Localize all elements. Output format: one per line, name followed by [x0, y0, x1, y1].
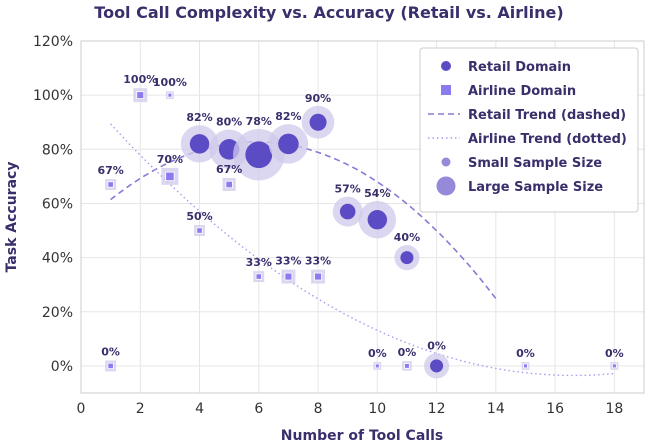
retail-point-label: 78%	[246, 115, 272, 128]
retail-trend-line	[110, 141, 497, 299]
y-tick-label: 80%	[42, 142, 73, 158]
airline-point	[136, 91, 145, 100]
airline-point-label: 0%	[398, 346, 417, 359]
legend-label: Large Sample Size	[468, 180, 603, 195]
airline-point-label: 33%	[305, 255, 331, 268]
plot-frame	[80, 40, 645, 394]
airline-point	[374, 363, 380, 369]
retail-point	[430, 359, 444, 373]
airline-point-label: 67%	[216, 163, 242, 176]
x-tick-label: 8	[314, 401, 323, 417]
retail-point	[339, 203, 356, 220]
y-tick-label: 20%	[42, 305, 73, 321]
x-axis-label: Number of Tool Calls	[281, 428, 443, 444]
airline-point	[314, 272, 322, 281]
x-tick-label: 18	[605, 401, 623, 417]
airline-point-label: 50%	[186, 210, 212, 223]
y-axis-label: Task Accuracy	[4, 162, 20, 273]
x-tick-label: 14	[487, 401, 505, 417]
airline-trend-line	[110, 123, 615, 377]
legend-label: Small Sample Size	[468, 156, 602, 171]
x-tick-label: 12	[428, 401, 446, 417]
retail-point-label: 82%	[186, 111, 212, 124]
legend-airline-marker	[441, 85, 451, 95]
airline-point	[404, 363, 410, 369]
x-tick-label: 2	[136, 401, 145, 417]
retail-point	[309, 113, 327, 131]
x-tick-label: 16	[546, 401, 564, 417]
airline-point-label: 70%	[157, 153, 183, 166]
retail-point-label: 57%	[335, 183, 361, 196]
airline-point	[167, 92, 173, 98]
y-tick-label: 40%	[42, 251, 73, 267]
y-tick-label: 120%	[33, 34, 73, 50]
retail-point-label: 90%	[305, 92, 331, 105]
retail-point	[400, 251, 414, 265]
x-tick-label: 6	[254, 401, 263, 417]
airline-point	[107, 362, 114, 370]
legend-label: Retail Domain	[468, 60, 571, 75]
legend-label: Airline Domain	[468, 84, 576, 99]
retail-point-label: 82%	[275, 110, 301, 123]
airline-point-label: 33%	[246, 256, 272, 269]
retail-point-label: 0%	[427, 339, 446, 352]
airline-point	[165, 171, 175, 182]
x-tick-label: 0	[77, 401, 86, 417]
retail-point	[367, 209, 388, 230]
legend-small-sample-marker	[441, 157, 451, 167]
x-tick-label: 10	[368, 401, 386, 417]
retail-point	[245, 141, 273, 169]
x-tick-label: 4	[195, 401, 204, 417]
airline-point	[255, 273, 262, 280]
airline-point-label: 0%	[516, 347, 535, 360]
airline-point	[284, 272, 293, 281]
airline-point-label: 100%	[123, 73, 157, 86]
retail-point-label: 40%	[394, 231, 420, 244]
retail-point-label: 54%	[364, 187, 390, 200]
legend-large-sample-marker	[436, 176, 456, 196]
legend: Retail Domain Airline Domain Retail Trend …	[419, 47, 639, 213]
airline-point	[612, 363, 617, 369]
data-labels: 82%80%78%82%90%57%54%40%0%100%67%0%100%1…	[97, 73, 623, 360]
legend-label: Retail Trend (dashed)	[468, 108, 626, 123]
retail-point	[189, 134, 210, 154]
airline-point-label: 0%	[101, 345, 120, 358]
y-tick-label: 60%	[42, 196, 73, 212]
airline-point-label: 33%	[275, 255, 301, 268]
airline-point	[225, 180, 233, 189]
y-tick-label: 0%	[51, 359, 73, 375]
airline-point	[523, 363, 528, 369]
legend-label: Airline Trend (dotted)	[468, 132, 627, 147]
axis-ticks: 0 2 4 6 8 10 12 14 16 18 0% 20% 40% 60% 80% 100% 120%	[33, 34, 623, 417]
airline-point-label: 0%	[605, 347, 624, 360]
trend-lines	[110, 123, 615, 377]
chart-title: Tool Call Complexity vs. Accuracy (Retai…	[94, 3, 563, 22]
airline-point-label: 100%	[153, 76, 187, 89]
y-tick-label: 100%	[33, 88, 73, 104]
airline-point	[196, 227, 203, 234]
airline-point	[107, 181, 114, 188]
retail-point-label: 80%	[216, 116, 242, 129]
airline-point-label: 67%	[97, 164, 123, 177]
retail-point	[278, 133, 299, 155]
legend-retail-marker	[441, 61, 451, 71]
legend-box	[419, 47, 639, 213]
airline-point-label: 0%	[368, 347, 387, 360]
data-points	[105, 88, 619, 379]
